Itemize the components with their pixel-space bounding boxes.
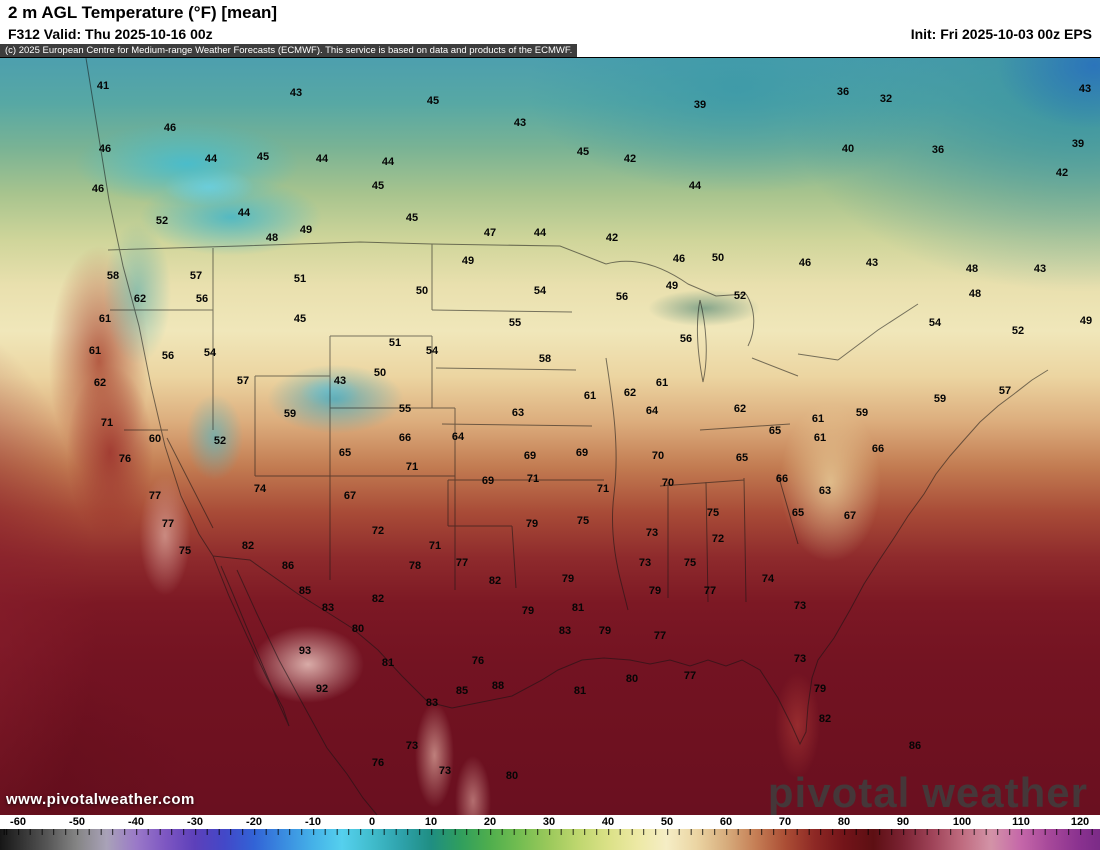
logo-word-weather: weather <box>922 769 1088 816</box>
western-state-borders <box>110 248 330 529</box>
gulf-atlantic-coastline <box>451 369 1049 746</box>
mississippi-river <box>605 357 629 611</box>
valid-time-label: F312 Valid: Thu 2025-10-16 00z <box>8 26 213 42</box>
colorbar-gradient <box>0 829 1100 850</box>
colorbar-tick-label: 40 <box>601 816 615 828</box>
watermark-url: www.pivotalweather.com <box>6 791 195 808</box>
colorbar-tick-label: -50 <box>69 816 85 828</box>
colorbar-tick-label: 110 <box>1012 816 1030 828</box>
colorbar-tick-label: -40 <box>128 816 144 828</box>
pacific-coastline <box>85 58 290 727</box>
baja-gulf-california <box>220 565 378 816</box>
eastern-state-borders <box>659 423 799 603</box>
colorbar-tick-label: 120 <box>1070 816 1090 828</box>
us-mexico-border <box>212 555 453 709</box>
state-borders-overlay <box>85 58 1049 816</box>
colorbar-tick-label: -30 <box>187 816 203 828</box>
colorbar-tick-label: 50 <box>660 816 674 828</box>
temperature-colorbar: -60 -50 -40 -30 -20 -10 0 10 20 30 40 50 60 70 80 90 100… <box>0 815 1100 850</box>
colorbar-tick-label: 20 <box>483 816 497 828</box>
copyright-bar: (c) 2025 European Centre for Medium-rang… <box>0 44 578 57</box>
us-canada-border <box>107 241 607 265</box>
colorbar-tick-label: 100 <box>952 816 972 828</box>
colorbar-tick-label: 70 <box>778 816 792 828</box>
colorbar-tick-label: 90 <box>896 816 910 828</box>
colorbar-tick-label: 10 <box>424 816 438 828</box>
temperature-map-canvas[interactable]: 41 43 45 39 36 32 43 46 43 46 44 45 44 44 45 42 40 36 39 46… <box>0 57 1100 816</box>
colorbar-tick-label: 0 <box>368 816 376 828</box>
colorbar-tick-labels: -60 -50 -40 -30 -20 -10 0 10 20 30 40 50 60 70 80 90 100… <box>0 815 1100 829</box>
colorbar-tick-label: 30 <box>542 816 556 828</box>
logo-word-pivotal: pivotal <box>767 769 911 816</box>
plains-state-borders <box>431 309 604 589</box>
great-lakes <box>605 260 919 383</box>
colorbar-tick-label: 60 <box>719 816 733 828</box>
colorbar-tick-label: -20 <box>246 816 262 828</box>
colorbar-tick-label: -60 <box>10 816 26 828</box>
rockies-state-borders <box>329 244 456 590</box>
pivotal-weather-logo: pivotal weather <box>768 772 1088 814</box>
colorbar-tick-label: -10 <box>305 816 321 828</box>
colorbar-tick-label: 80 <box>837 816 851 828</box>
init-time-label: Init: Fri 2025-10-03 00z EPS <box>910 26 1092 42</box>
page-title: 2 m AGL Temperature (°F) [mean] <box>8 3 278 22</box>
